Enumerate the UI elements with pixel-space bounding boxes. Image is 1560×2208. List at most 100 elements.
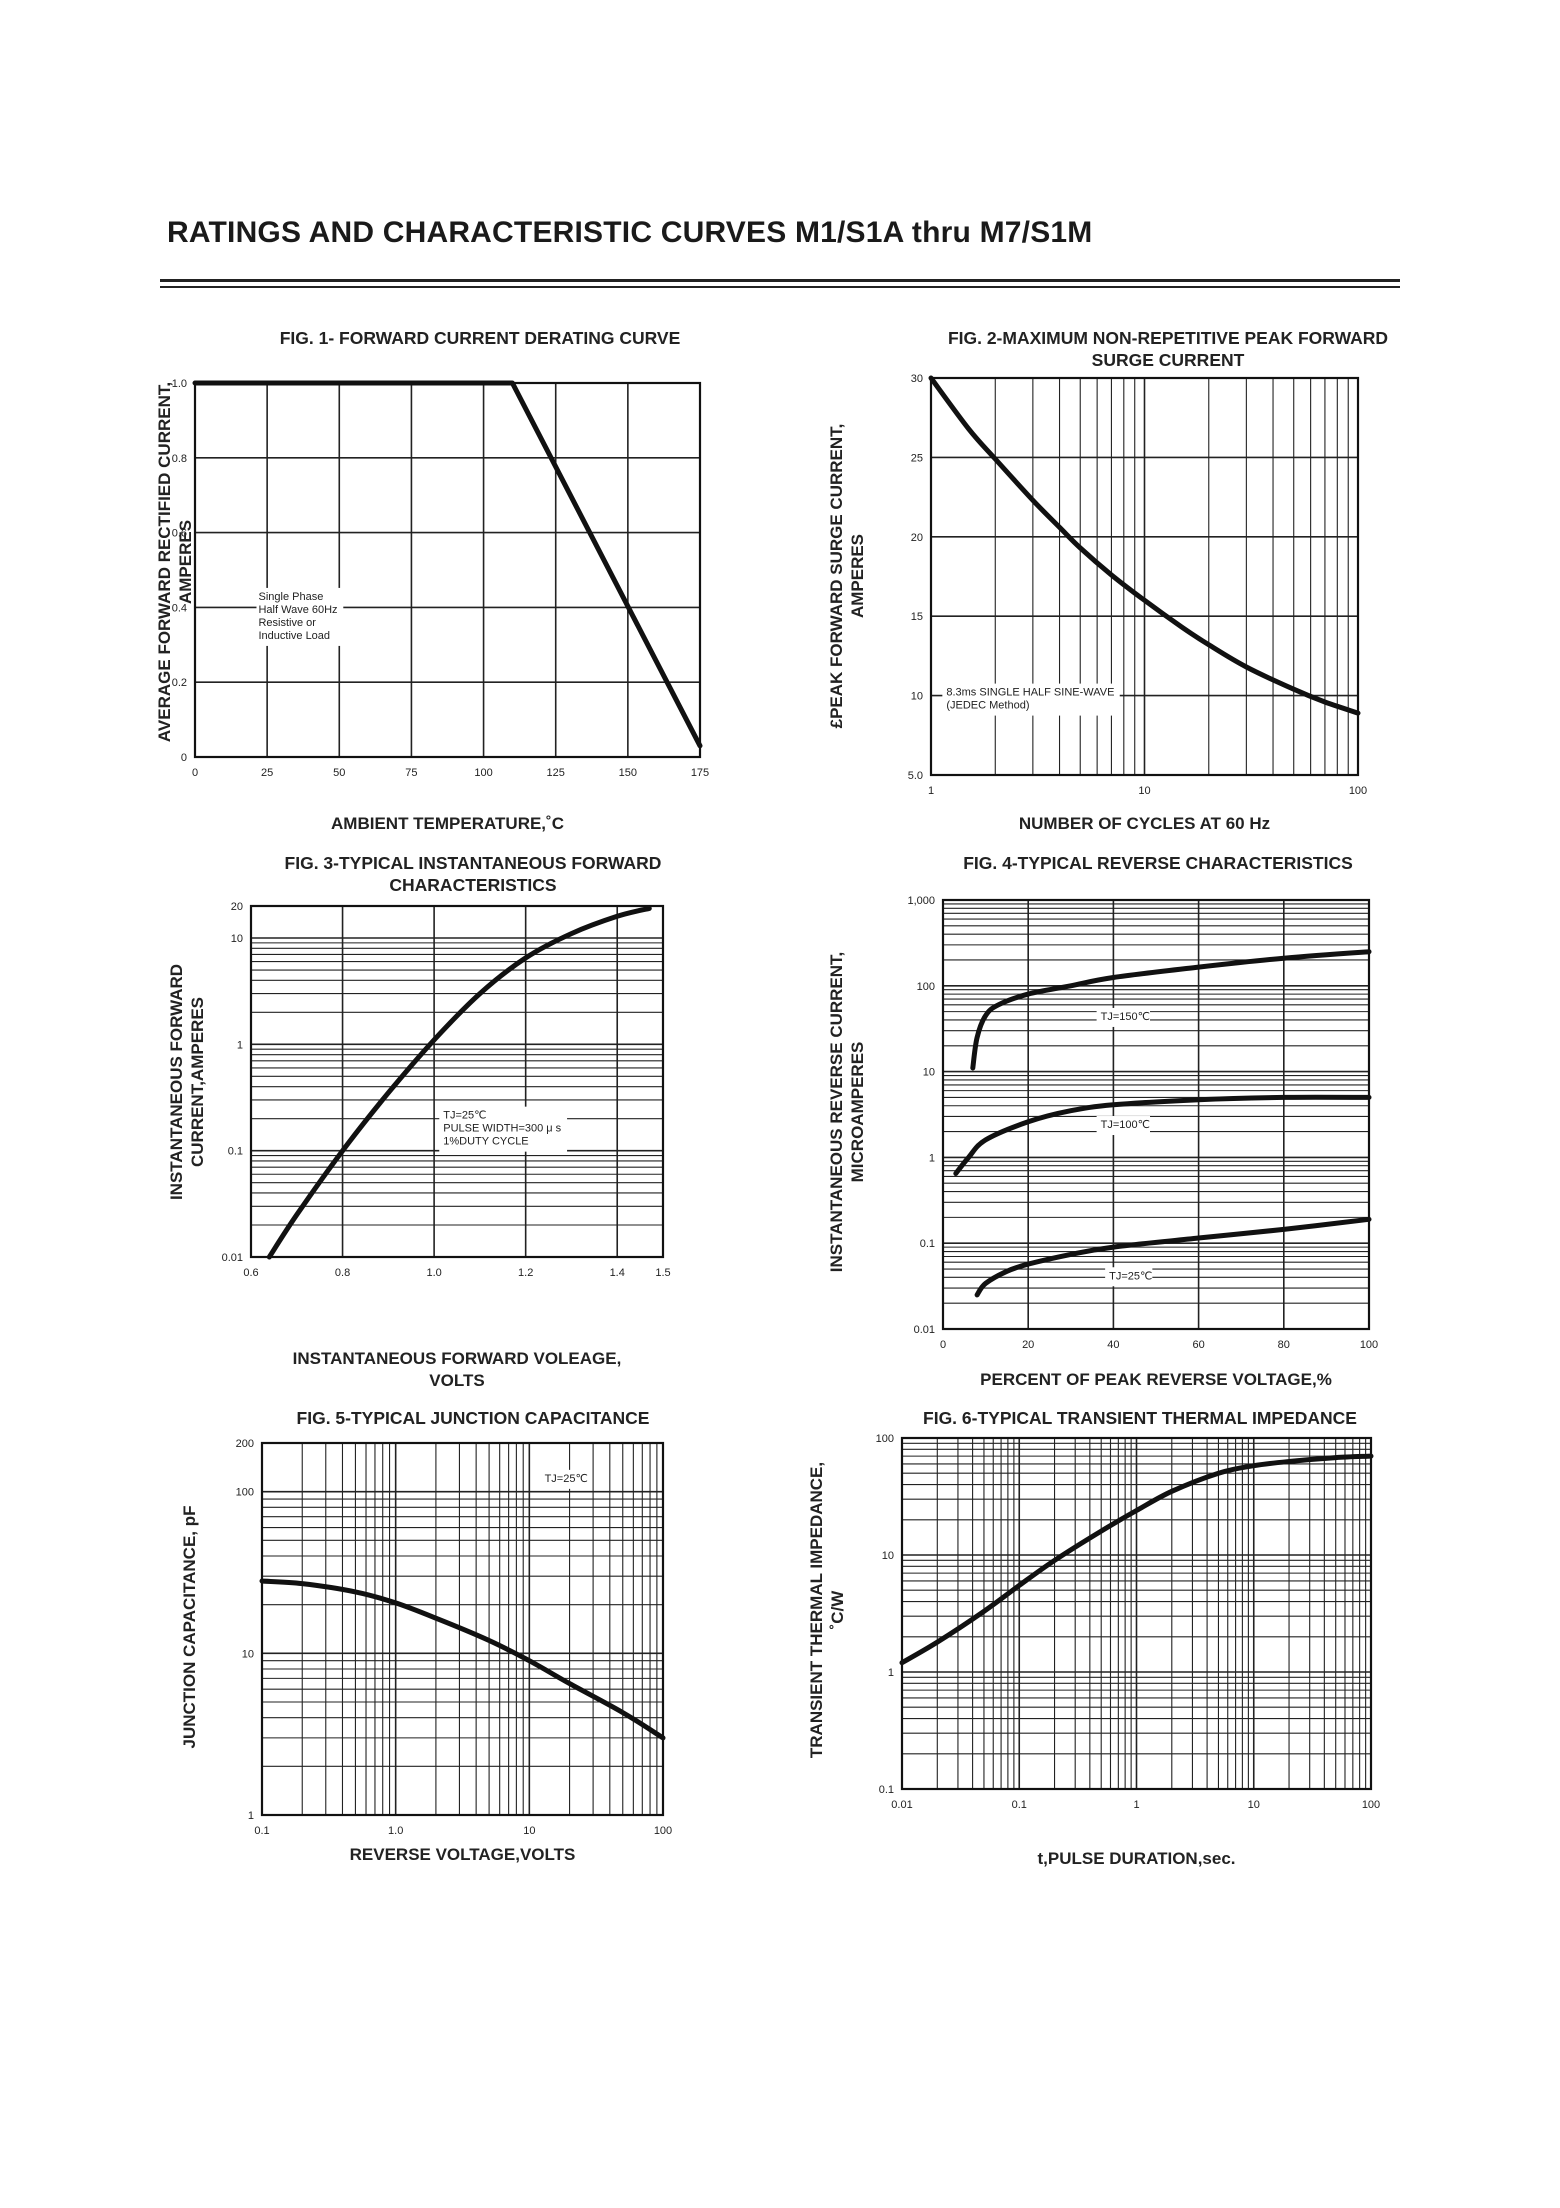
x-tick-label: 80 — [1278, 1339, 1290, 1351]
chart-fig5: FIG. 5-TYPICAL JUNCTION CAPACITANCE 0.1 1.… — [180, 1408, 672, 1864]
chart-title: FIG. 3-TYPICAL INSTANTANEOUS FORWARD — [285, 853, 662, 873]
x-tick-label: 10 — [1248, 1799, 1260, 1811]
series-line-1 — [192, 380, 703, 749]
y-tick-label: 0.1 — [920, 1238, 935, 1250]
series-line-1 — [928, 375, 1361, 716]
x-tick-label: 1 — [928, 785, 934, 797]
annotation-text: TJ=25℃ — [1109, 1270, 1152, 1282]
x-tick-label: 1.4 — [610, 1267, 625, 1279]
annotation-box — [1096, 1007, 1151, 1027]
plot-grid — [250, 905, 664, 1258]
chart-fig3: FIG. 3-TYPICAL INSTANTANEOUS FORWARDCHAR… — [167, 853, 671, 1390]
y-tick-label: 10 — [911, 691, 923, 703]
x-axis-label: PERCENT OF PEAK REVERSE VOLTAGE,% — [980, 1370, 1332, 1389]
x-tick-label: 0.6 — [243, 1267, 258, 1279]
annotation-text: TJ=25℃ — [545, 1473, 588, 1485]
y-tick-label: 5.0 — [908, 770, 923, 782]
chart-title: SURGE CURRENT — [1092, 350, 1245, 370]
y-tick-label: 1 — [929, 1152, 935, 1164]
y-tick-label: 200 — [236, 1438, 254, 1450]
y-tick-label: 10 — [242, 1648, 254, 1660]
series-line-1 — [970, 949, 1372, 1071]
plot-frame — [249, 904, 665, 1259]
x-tick-label: 0.01 — [891, 1799, 912, 1811]
y-tick-label: 30 — [911, 373, 923, 385]
y-axis-label: JUNCTION CAPACITANCE, pF — [180, 1505, 199, 1748]
series-line-1 — [259, 1578, 666, 1741]
plot-frame — [260, 1441, 665, 1817]
plot-frame — [193, 381, 702, 759]
x-tick-label: 1.0 — [388, 1825, 403, 1837]
annotation-box — [540, 1469, 588, 1489]
annotation-text: TJ=150℃ — [1101, 1011, 1150, 1023]
y-tick-label: 0 — [181, 752, 187, 764]
y-tick-label: 0.4 — [172, 602, 187, 614]
x-tick-label: 10 — [1138, 785, 1150, 797]
x-tick-label: 1.0 — [426, 1267, 441, 1279]
x-tick-label: 1 — [1133, 1799, 1139, 1811]
annotation-box — [942, 683, 1120, 716]
x-axis-label: t,PULSE DURATION,sec. — [1037, 1849, 1235, 1868]
annotation-box — [256, 587, 344, 646]
chart-title: FIG. 4-TYPICAL REVERSE CHARACTERISTICS — [963, 853, 1353, 873]
y-axis-label: £PEAK FORWARD SURGE CURRENT, — [827, 424, 846, 729]
x-tick-label: 175 — [691, 767, 709, 779]
y-tick-label: 1 — [237, 1039, 243, 1051]
y-tick-label: 1 — [248, 1810, 254, 1822]
annotation-text: TJ=100℃ — [1101, 1119, 1150, 1131]
series-line-1 — [266, 905, 652, 1260]
x-axis-label: NUMBER OF CYCLES AT 60 Hz — [1019, 814, 1270, 833]
y-tick-label: 10 — [923, 1067, 935, 1079]
x-tick-label: 100 — [1349, 785, 1367, 797]
x-tick-label: 0.1 — [1012, 1799, 1027, 1811]
x-tick-label: 25 — [261, 767, 273, 779]
y-axis-label: TRANSIENT THERMAL IMPEDANCE, — [807, 1462, 826, 1758]
chart-fig1: FIG. 1- FORWARD CURRENT DERATING CURVE 0 2… — [155, 328, 709, 833]
x-tick-label: 125 — [547, 767, 565, 779]
y-tick-label: 10 — [231, 933, 243, 945]
y-tick-label: 10 — [882, 1550, 894, 1562]
y-axis-label: CURRENT,AMPERES — [188, 997, 207, 1167]
chart-title: FIG. 6-TYPICAL TRANSIENT THERMAL IMPEDAN… — [923, 1408, 1357, 1428]
annotation-text: 8.3ms SINGLE HALF SINE-WAVE — [946, 687, 1114, 699]
y-tick-label: 20 — [911, 532, 923, 544]
x-tick-label: 0.1 — [254, 1825, 269, 1837]
plot-grid — [942, 899, 1370, 1330]
y-tick-label: 0.1 — [228, 1146, 243, 1158]
y-tick-label: 0.01 — [222, 1252, 243, 1264]
x-tick-label: 20 — [1022, 1339, 1034, 1351]
x-tick-label: 0 — [192, 767, 198, 779]
y-tick-label: 0.1 — [879, 1784, 894, 1796]
x-axis-label: INSTANTANEOUS FORWARD VOLEAGE, — [293, 1349, 622, 1368]
y-tick-label: 100 — [236, 1487, 254, 1499]
chart-title: FIG. 1- FORWARD CURRENT DERATING CURVE — [280, 328, 681, 348]
annotation-text: Resistive or — [258, 617, 316, 629]
x-axis-label: AMBIENT TEMPERATURE,˚C — [331, 814, 564, 833]
y-axis-label: AMPERES — [176, 520, 195, 604]
annotation-text: (JEDEC Method) — [946, 700, 1029, 712]
y-tick-label: 25 — [911, 452, 923, 464]
chart-title: CHARACTERISTICS — [389, 875, 556, 895]
y-axis-label: MICROAMPERES — [848, 1042, 867, 1183]
y-tick-label: 100 — [876, 1433, 894, 1445]
x-tick-label: 100 — [654, 1825, 672, 1837]
title-rule-bottom — [160, 286, 1400, 288]
y-axis-label: ˚C/W — [828, 1590, 847, 1630]
plot-frame — [941, 898, 1371, 1331]
y-tick-label: 0.2 — [172, 677, 187, 689]
y-tick-label: 0.01 — [914, 1324, 935, 1336]
chart-fig6: FIG. 6-TYPICAL TRANSIENT THERMAL IMPEDAN… — [807, 1408, 1380, 1868]
y-tick-label: 1.0 — [172, 378, 187, 390]
annotation-text: Inductive Load — [258, 630, 330, 642]
annotation-text: 1%DUTY CYCLE — [443, 1136, 528, 1148]
annotation-text: TJ=25℃ — [443, 1110, 486, 1122]
x-tick-label: 0.8 — [335, 1267, 350, 1279]
x-axis-label: REVERSE VOLTAGE,VOLTS — [350, 1845, 576, 1864]
x-tick-label: 100 — [1360, 1339, 1378, 1351]
annotation-box — [1096, 1116, 1151, 1136]
chart-title: FIG. 5-TYPICAL JUNCTION CAPACITANCE — [297, 1408, 650, 1428]
x-tick-label: 40 — [1107, 1339, 1119, 1351]
x-tick-label: 100 — [474, 767, 492, 779]
y-axis-label: INSTANTANEOUS FORWARD — [167, 964, 186, 1200]
annotation-text: Half Wave 60Hz — [258, 604, 337, 616]
